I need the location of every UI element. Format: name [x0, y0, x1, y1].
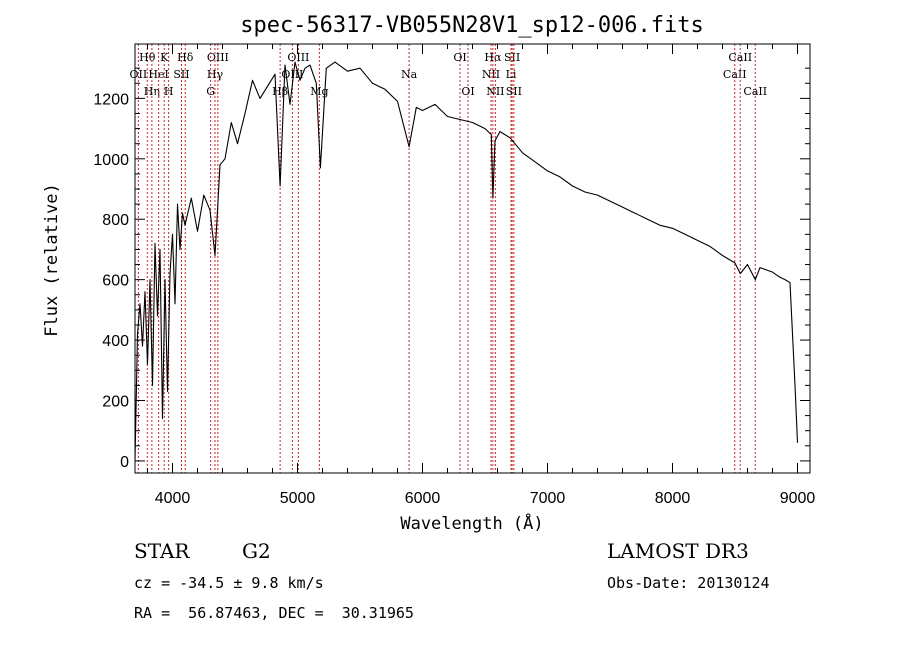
- y-tick-label: 600: [102, 273, 129, 290]
- y-tick-label: 400: [102, 333, 129, 350]
- object-class: STAR: [134, 539, 190, 563]
- line-label: Hα: [484, 51, 502, 64]
- x-tick-label: 8000: [655, 490, 691, 507]
- x-tick-label: 9000: [780, 490, 816, 507]
- line-label: Hη: [144, 85, 160, 98]
- line-label: OI: [461, 85, 474, 98]
- line-label: SII: [506, 85, 522, 98]
- line-label: Hβ: [272, 85, 288, 98]
- line-label: Hθ: [139, 51, 156, 64]
- line-label: OIII: [207, 51, 229, 64]
- line-label: Na: [401, 68, 418, 81]
- line-label: Li: [506, 68, 517, 81]
- line-label: CaII: [743, 85, 767, 98]
- line-label: SII: [173, 68, 189, 81]
- chart-title: spec-56317-VB055N28V1_sp12-006.fits: [240, 13, 704, 38]
- line-label: NII: [486, 85, 504, 98]
- line-label: K: [160, 51, 169, 64]
- line-label: OI: [453, 51, 466, 64]
- line-label: OII: [130, 68, 148, 81]
- y-tick-label: 800: [102, 212, 129, 229]
- line-label: G: [206, 85, 215, 98]
- x-axis: 4000 5000 6000 7000 8000 9000: [147, 44, 816, 507]
- x-tick-label: 6000: [405, 490, 441, 507]
- line-label: Hγ: [207, 68, 224, 81]
- y-tick-label: 1200: [93, 91, 129, 108]
- flux-series-line: [134, 61, 799, 461]
- x-tick-label: 5000: [280, 490, 316, 507]
- y-axis-label: Flux (relative): [42, 183, 62, 337]
- y-tick-label: 0: [120, 454, 129, 471]
- line-label: CaII: [723, 68, 747, 81]
- survey-name: LAMOST DR3: [607, 539, 749, 563]
- x-tick-label: 4000: [155, 490, 191, 507]
- line-label: NII: [482, 68, 500, 81]
- line-label: HeI: [148, 68, 168, 81]
- line-label: SII: [504, 51, 520, 64]
- line-label: H: [164, 85, 174, 98]
- object-subclass: G2: [242, 539, 271, 563]
- line-label: Mg: [310, 85, 328, 98]
- y-tick-label: 200: [102, 393, 129, 410]
- plot-frame: [134, 43, 811, 474]
- y-tick-label: 1000: [93, 152, 129, 169]
- line-label: Hδ: [177, 51, 194, 64]
- coordinates: RA = 56.87463, DEC = 30.31965: [134, 604, 414, 622]
- y-axis: 0 200 400 600 800 1000 1200: [93, 67, 810, 471]
- x-tick-label: 7000: [530, 490, 566, 507]
- line-label: OIII: [287, 51, 309, 64]
- redshift-cz: cz = -34.5 ± 9.8 km/s: [134, 574, 324, 592]
- x-axis-label: Wavelength (Å): [400, 512, 543, 534]
- observation-date: Obs-Date: 20130124: [607, 574, 770, 592]
- line-label: CaII: [728, 51, 752, 64]
